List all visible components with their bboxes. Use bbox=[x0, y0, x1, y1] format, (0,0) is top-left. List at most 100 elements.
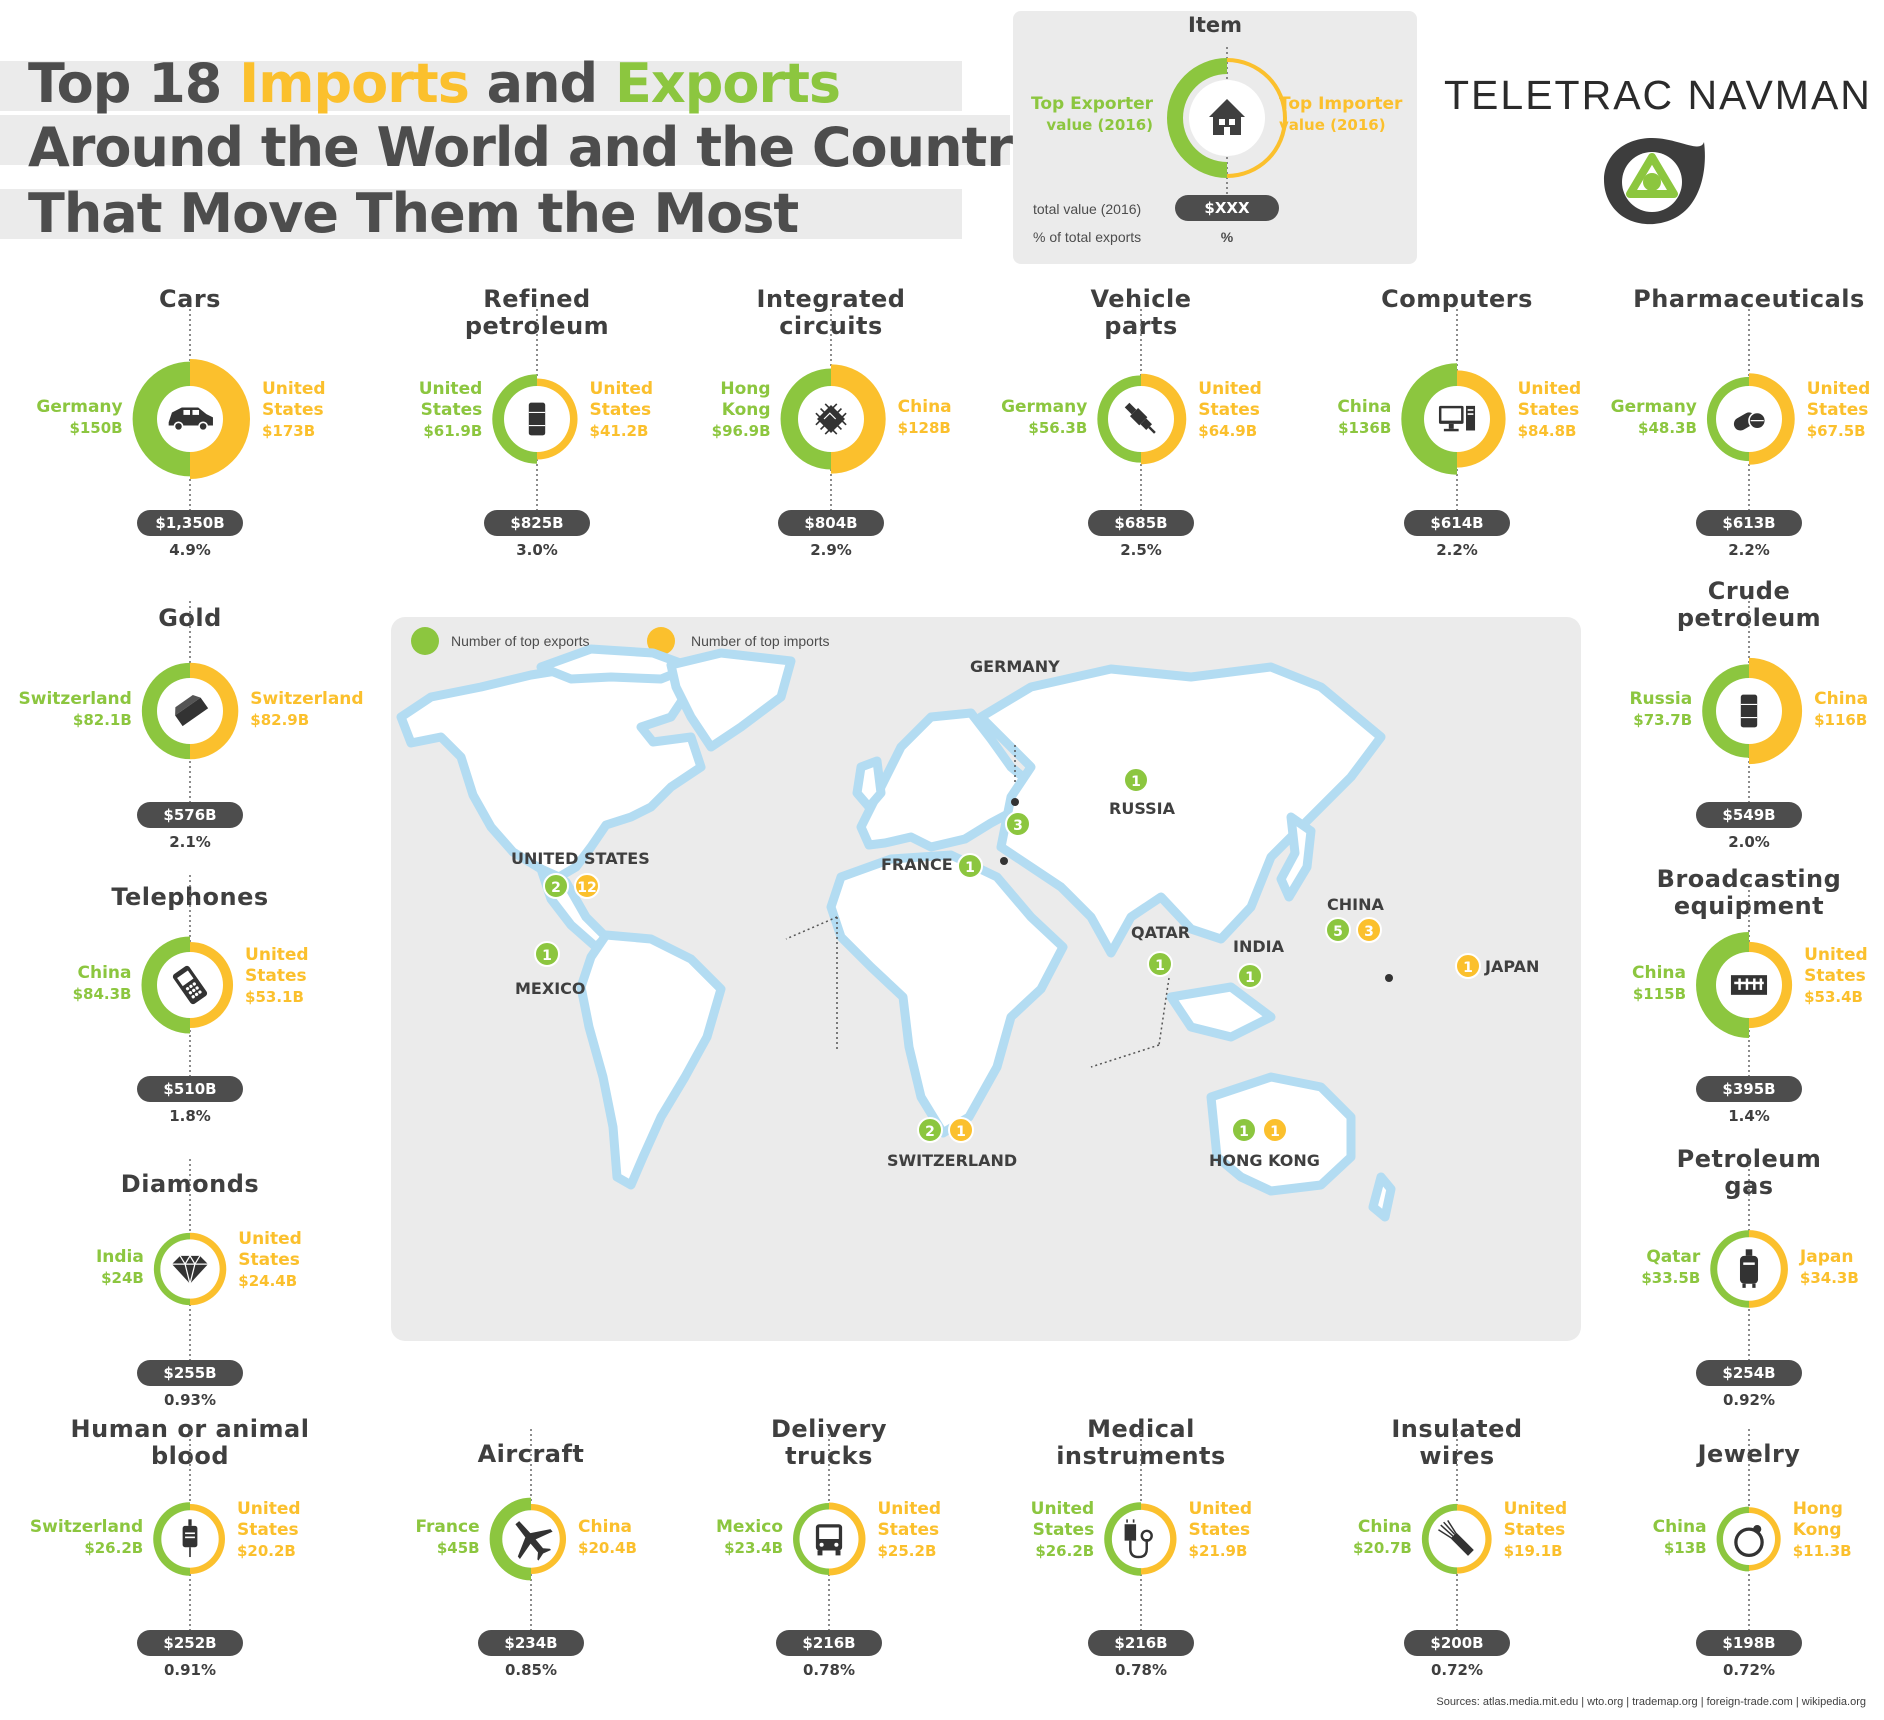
exports-count-badge: 1 bbox=[1147, 951, 1173, 977]
exporter-segment bbox=[793, 1503, 829, 1575]
percent-of-exports: 0.93% bbox=[163, 1391, 217, 1409]
exporter-label: Qatar $33.5B bbox=[1641, 1247, 1701, 1287]
importer-label: China $20.4B bbox=[578, 1517, 637, 1557]
exporter-label: China $13B bbox=[1652, 1517, 1707, 1557]
total-value-pill: $549B bbox=[1696, 802, 1802, 828]
importer-label: United States $19.1B bbox=[1503, 1499, 1568, 1560]
airplane-icon bbox=[515, 1521, 553, 1561]
total-value-pill: $510B bbox=[137, 1076, 243, 1102]
item-donut bbox=[1710, 1159, 1788, 1364]
item-title: Cars bbox=[159, 285, 221, 313]
gold-bar-icon bbox=[175, 695, 209, 727]
map-label-japan: JAPAN bbox=[1485, 957, 1540, 976]
page-title-line-3: That Move Them the Most bbox=[28, 182, 799, 245]
map-label-germany: GERMANY bbox=[970, 657, 1060, 676]
total-value-pill: $216B bbox=[1088, 1630, 1194, 1656]
percent-of-exports: 2.0% bbox=[1728, 833, 1770, 851]
pills-icon bbox=[1733, 411, 1767, 431]
item-donut bbox=[1702, 601, 1803, 806]
importer-label: China $128B bbox=[897, 397, 952, 437]
importer-segment bbox=[190, 1504, 225, 1574]
total-value-pill: $198B bbox=[1696, 1630, 1802, 1656]
importer-label: United States $24.4B bbox=[238, 1229, 302, 1290]
exporter-label: China $20.7B bbox=[1352, 1517, 1412, 1557]
new-zealand-shape bbox=[1368, 1172, 1396, 1222]
exporter-label: United States $61.9B bbox=[418, 379, 483, 440]
japan-shape bbox=[1276, 812, 1316, 902]
total-value-pill: $825B bbox=[484, 510, 590, 536]
legend-item-label: Item bbox=[1188, 13, 1242, 37]
percent-of-exports: 0.72% bbox=[1722, 1661, 1776, 1679]
map-label-russia: RUSSIA bbox=[1109, 799, 1175, 818]
gas-tank-icon bbox=[1739, 1249, 1759, 1288]
importer-segment bbox=[1141, 1503, 1177, 1575]
percent-of-exports: 2.2% bbox=[1728, 541, 1770, 559]
map-label-hong-kong: HONG KONG bbox=[1209, 1151, 1320, 1170]
exporter-label: Russia $73.7B bbox=[1629, 689, 1693, 729]
percent-of-exports: 2.9% bbox=[810, 541, 852, 559]
item-title: Petroleum gas bbox=[1676, 1145, 1822, 1200]
exporter-label: China $84.3B bbox=[72, 963, 132, 1003]
importer-label: United States $84.8B bbox=[1517, 379, 1582, 440]
title-band bbox=[0, 115, 1010, 165]
legend-box: Item Top Exporter value (2016) Top Import… bbox=[1013, 11, 1417, 264]
legend-exports-dot bbox=[411, 627, 439, 655]
map-label-united-states: UNITED STATES bbox=[511, 849, 650, 868]
wire-icon bbox=[1438, 1520, 1474, 1556]
exports-count-badge: 2 bbox=[543, 873, 569, 899]
percent-of-exports: 1.4% bbox=[1728, 1107, 1770, 1125]
barrel-icon bbox=[1740, 694, 1758, 728]
diamond-icon bbox=[171, 1254, 209, 1284]
item-title: Crude petroleum bbox=[1676, 577, 1822, 632]
item-donut bbox=[153, 1429, 225, 1634]
exporter-label: China $136B bbox=[1337, 397, 1392, 437]
importer-segment bbox=[190, 1232, 227, 1306]
phone-icon bbox=[172, 965, 208, 1005]
item-donut bbox=[141, 875, 234, 1080]
percent-of-exports: 0.78% bbox=[1114, 1661, 1168, 1679]
sources-footer: Sources: atlas.media.mit.edu | wto.org |… bbox=[1436, 1696, 1866, 1708]
exporter-label: Germany $56.3B bbox=[1001, 397, 1088, 437]
uk-shape bbox=[852, 756, 886, 812]
title-band bbox=[0, 189, 962, 239]
map-label-qatar: QATAR bbox=[1131, 923, 1191, 942]
item-title: Human or animal blood bbox=[70, 1415, 310, 1470]
total-value-pill: $685B bbox=[1088, 510, 1194, 536]
importer-label: United States $173B bbox=[262, 379, 326, 440]
computer-icon bbox=[1438, 405, 1476, 432]
item-donut bbox=[1421, 1429, 1492, 1634]
importer-label: United States $41.2B bbox=[589, 379, 654, 440]
title-band bbox=[0, 61, 962, 111]
legend-pct-value: % bbox=[1220, 229, 1234, 245]
total-value-pill: $395B bbox=[1696, 1076, 1802, 1102]
total-value-pill: $1,350B bbox=[137, 510, 243, 536]
exporter-label: Germany $48.3B bbox=[1610, 397, 1697, 437]
map-label-china: CHINA bbox=[1327, 895, 1384, 914]
importer-segment bbox=[1749, 1507, 1781, 1571]
total-value-pill: $234B bbox=[478, 1630, 584, 1656]
percent-of-exports: 0.72% bbox=[1430, 1661, 1484, 1679]
legend-total-label: total value (2016) bbox=[1033, 201, 1142, 217]
percent-of-exports: 0.85% bbox=[504, 1661, 558, 1679]
world-map-shapes bbox=[396, 644, 1396, 1222]
exporter-label: Germany $150B bbox=[36, 397, 123, 437]
exporter-segment bbox=[1716, 1506, 1749, 1572]
legend-pct-label: % of total exports bbox=[1033, 229, 1142, 245]
exporter-label: Switzerland $82.1B bbox=[18, 689, 132, 729]
imports-count-badge: 1 bbox=[948, 1117, 974, 1143]
importer-label: United States $53.1B bbox=[245, 945, 309, 1006]
blood-bag-icon bbox=[182, 1519, 198, 1558]
item-donut bbox=[141, 601, 239, 806]
navman-logo-icon bbox=[1604, 138, 1705, 225]
item-donut bbox=[1097, 309, 1187, 514]
exports-count-badge: 5 bbox=[1325, 917, 1351, 943]
north-america-shape bbox=[396, 662, 706, 882]
map-label-mexico: MEXICO bbox=[515, 979, 586, 998]
item-title: Vehicle parts bbox=[1090, 285, 1192, 340]
percent-of-exports: 0.78% bbox=[802, 1661, 856, 1679]
exports-count-badge: 1 bbox=[1237, 963, 1263, 989]
exporter-segment bbox=[153, 1502, 190, 1576]
legend-donut bbox=[1167, 47, 1287, 201]
imports-count-badge: 12 bbox=[574, 873, 600, 899]
total-value-pill: $804B bbox=[778, 510, 884, 536]
